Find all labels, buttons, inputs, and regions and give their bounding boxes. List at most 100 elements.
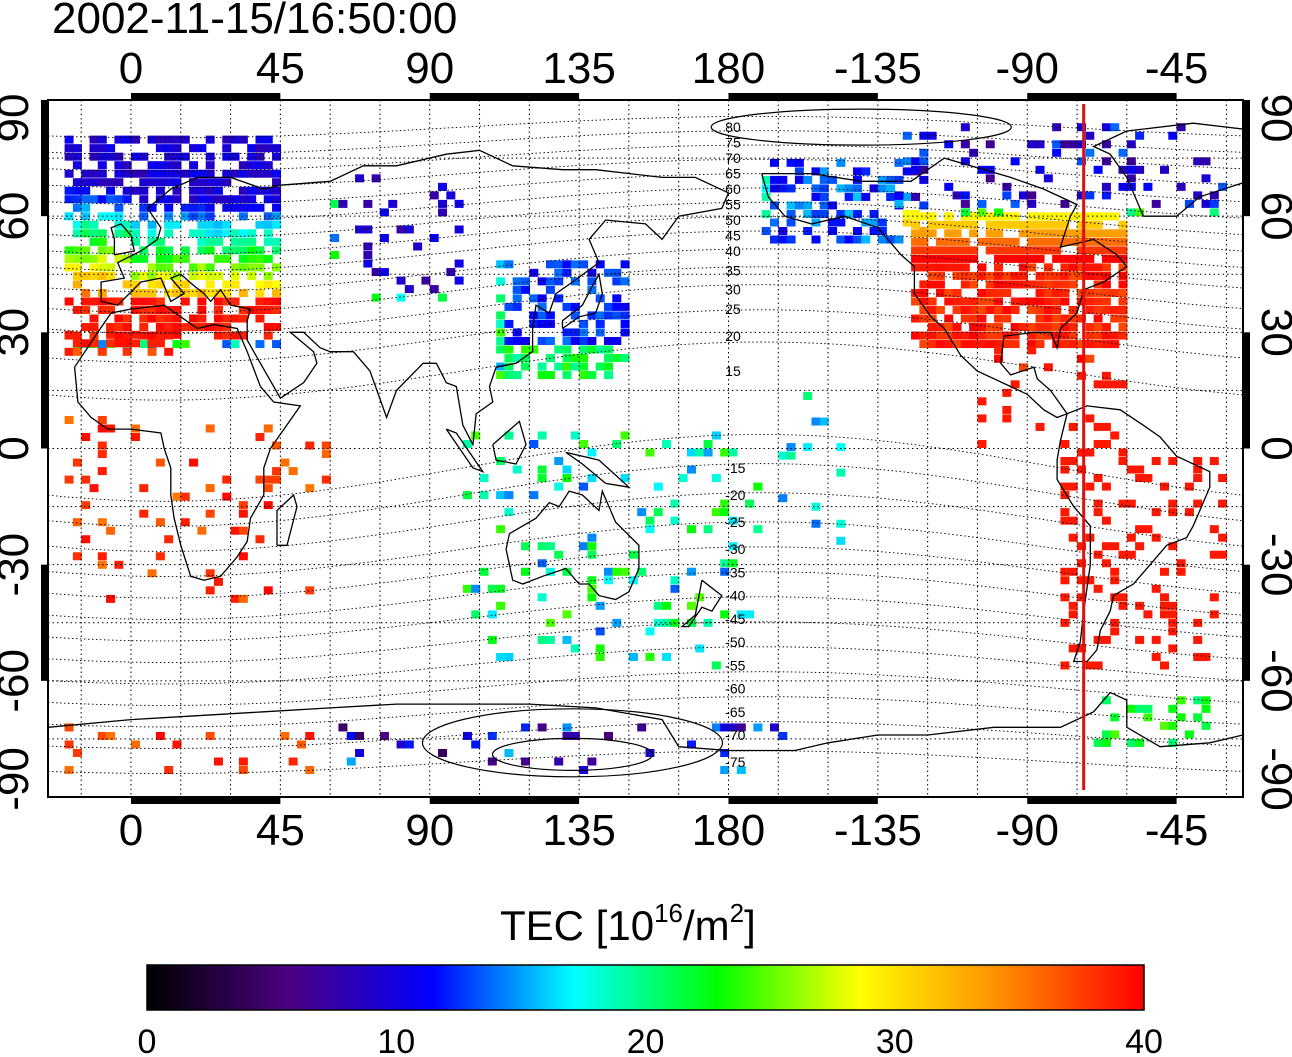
tec-cell	[1077, 288, 1087, 297]
tec-cell	[89, 237, 99, 246]
tec-cell	[205, 186, 215, 195]
tec-cell	[562, 328, 572, 337]
tec-cell	[927, 271, 937, 280]
tec-cell	[72, 280, 82, 289]
tec-cell	[703, 439, 713, 448]
tec-cell	[919, 263, 929, 272]
tec-cell	[1043, 288, 1053, 297]
tec-cell	[64, 212, 74, 221]
tec-cell	[479, 567, 489, 576]
tec-cell	[1093, 380, 1103, 389]
tec-cell	[205, 203, 215, 212]
tec-cell	[222, 340, 232, 349]
tec-cell	[97, 152, 107, 161]
tec-cell	[1035, 314, 1045, 323]
tec-cell	[1101, 237, 1111, 246]
tec-cell	[130, 220, 140, 229]
tec-cell	[911, 157, 921, 166]
tec-cell	[255, 203, 265, 212]
tec-cell	[595, 260, 605, 269]
tec-cell	[371, 174, 381, 183]
tec-cell	[205, 246, 215, 255]
tec-cell	[1085, 323, 1095, 332]
tec-cell	[761, 175, 771, 184]
tec-region	[496, 260, 630, 380]
tec-cell	[213, 237, 223, 246]
tec-cell	[1027, 220, 1037, 229]
tec-cell	[969, 254, 979, 263]
tec-cell	[1209, 593, 1219, 602]
tec-cell	[1060, 212, 1070, 221]
tec-cell	[155, 330, 165, 339]
tec-cell	[1027, 346, 1037, 355]
tec-cell	[213, 254, 223, 263]
tec-cell	[512, 285, 522, 294]
colorbar-title-unit: /m	[682, 902, 730, 949]
tec-cell	[114, 314, 124, 323]
tec-cell	[222, 246, 232, 255]
tec-cell	[114, 229, 124, 238]
tec-cell	[977, 397, 987, 406]
tec-cell	[537, 302, 547, 311]
tec-cell	[429, 285, 439, 294]
tec-cell	[670, 499, 680, 508]
tec-cell	[72, 246, 82, 255]
tec-cell	[919, 314, 929, 323]
tec-cell	[189, 263, 199, 272]
tec-cell	[994, 280, 1004, 289]
tec-cell	[1110, 593, 1120, 602]
tec-cell	[1085, 254, 1095, 263]
tec-cell	[89, 484, 99, 493]
tec-cell	[139, 340, 149, 349]
tec-cell	[504, 371, 514, 380]
tec-cell	[114, 331, 124, 340]
tec-cell	[969, 220, 979, 229]
tec-cell	[72, 186, 82, 195]
tec-cell	[462, 731, 472, 740]
tec-cell	[1135, 601, 1145, 610]
tec-cell	[1151, 508, 1161, 517]
tec-cell	[1101, 263, 1111, 272]
tec-cell	[213, 323, 223, 332]
contour-label: 45	[725, 228, 741, 244]
tec-cell	[1143, 525, 1153, 534]
tec-cell	[911, 288, 921, 297]
tec-cell	[545, 277, 555, 286]
tec-cell	[562, 465, 572, 474]
tec-cell	[1043, 174, 1053, 183]
tec-cell	[587, 311, 597, 320]
tec-cell	[1168, 738, 1178, 747]
tec-cell	[985, 331, 995, 340]
tec-cell	[952, 229, 962, 238]
tec-cell	[321, 450, 331, 459]
tec-cell	[1101, 323, 1111, 332]
tec-cell	[919, 288, 929, 297]
tec-cell	[595, 345, 605, 354]
tec-cell	[363, 259, 373, 268]
tec-cell	[64, 263, 74, 272]
tec-cell	[1068, 314, 1078, 323]
tec-cell	[305, 766, 315, 775]
tec-cell	[595, 601, 605, 610]
tec-cell	[180, 340, 190, 349]
tec-cell	[570, 362, 580, 371]
tec-cell	[753, 723, 763, 732]
tec-cell	[562, 362, 572, 371]
tec-cell	[977, 297, 987, 306]
tec-cell	[894, 175, 904, 184]
tec-cell	[1193, 635, 1203, 644]
lon-tick-bottom: 135	[542, 806, 615, 855]
tec-cell	[778, 184, 788, 193]
tec-cell	[935, 331, 945, 340]
tec-cell	[720, 748, 730, 757]
lon-tick-top: 45	[256, 44, 305, 93]
tec-cell	[1085, 148, 1095, 157]
tec-cell	[736, 766, 746, 775]
tec-cell	[106, 271, 116, 280]
tec-cell	[628, 550, 638, 559]
tec-cell	[230, 135, 240, 144]
tec-cell	[247, 161, 257, 170]
axis-tick-labels: 0045459090135135180180-135-135-90-90-45-…	[0, 44, 1292, 855]
tec-cell	[1209, 610, 1219, 619]
tec-cell	[504, 491, 514, 500]
